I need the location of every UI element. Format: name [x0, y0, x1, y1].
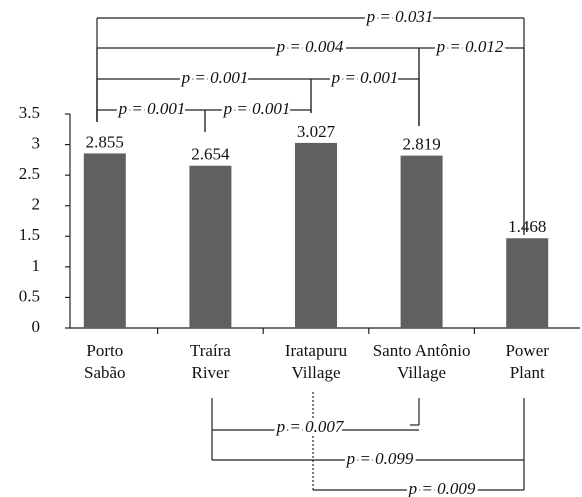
x-tick-label: Iratapuru — [285, 341, 348, 360]
p-value: p = 0.099 — [346, 449, 414, 468]
p-value: p = 0.001 — [181, 68, 249, 87]
p-value: p = 0.007 — [276, 417, 345, 436]
p-value: p = 0.001 — [331, 68, 399, 87]
p-value: p = 0.009 — [408, 479, 476, 497]
bar — [189, 165, 232, 328]
p-value: p = 0.031 — [366, 7, 434, 26]
p-value: p = 0.004 — [276, 37, 344, 56]
y-tick-label: 1 — [32, 256, 41, 275]
value-label: 2.819 — [402, 135, 440, 154]
y-tick-label: 2.5 — [19, 164, 40, 183]
value-label: 3.027 — [297, 122, 336, 141]
x-tick-label: Village — [397, 363, 446, 382]
value-label: 2.654 — [191, 145, 230, 164]
y-tick-label: 2 — [32, 195, 41, 214]
p-value: p = 0.001 — [118, 99, 186, 118]
value-label: 2.855 — [86, 132, 124, 151]
p-value: p = 0.001 — [223, 99, 291, 118]
y-tick-label: 3 — [32, 133, 41, 152]
p-value: p = 0.012 — [436, 37, 504, 56]
bar — [295, 142, 337, 328]
x-tick-label: Traíra — [190, 341, 231, 360]
x-tick-label: Sabão — [84, 363, 126, 382]
x-tick-label: Village — [291, 363, 340, 382]
x-tick-label: River — [192, 363, 230, 382]
y-tick-label: 3.5 — [19, 103, 40, 122]
x-tick-label: Power — [505, 341, 549, 360]
bar — [83, 153, 126, 328]
y-tick-label: 0.5 — [19, 286, 40, 305]
y-tick-label: 1.5 — [19, 225, 40, 244]
bar — [400, 155, 443, 328]
value-label: 1.468 — [508, 217, 546, 236]
x-tick-label: Santo Antônio — [373, 341, 471, 360]
bar — [506, 238, 549, 328]
y-tick-label: 0 — [32, 317, 41, 336]
x-tick-label: Plant — [510, 363, 545, 382]
x-tick-label: Porto — [86, 341, 123, 360]
